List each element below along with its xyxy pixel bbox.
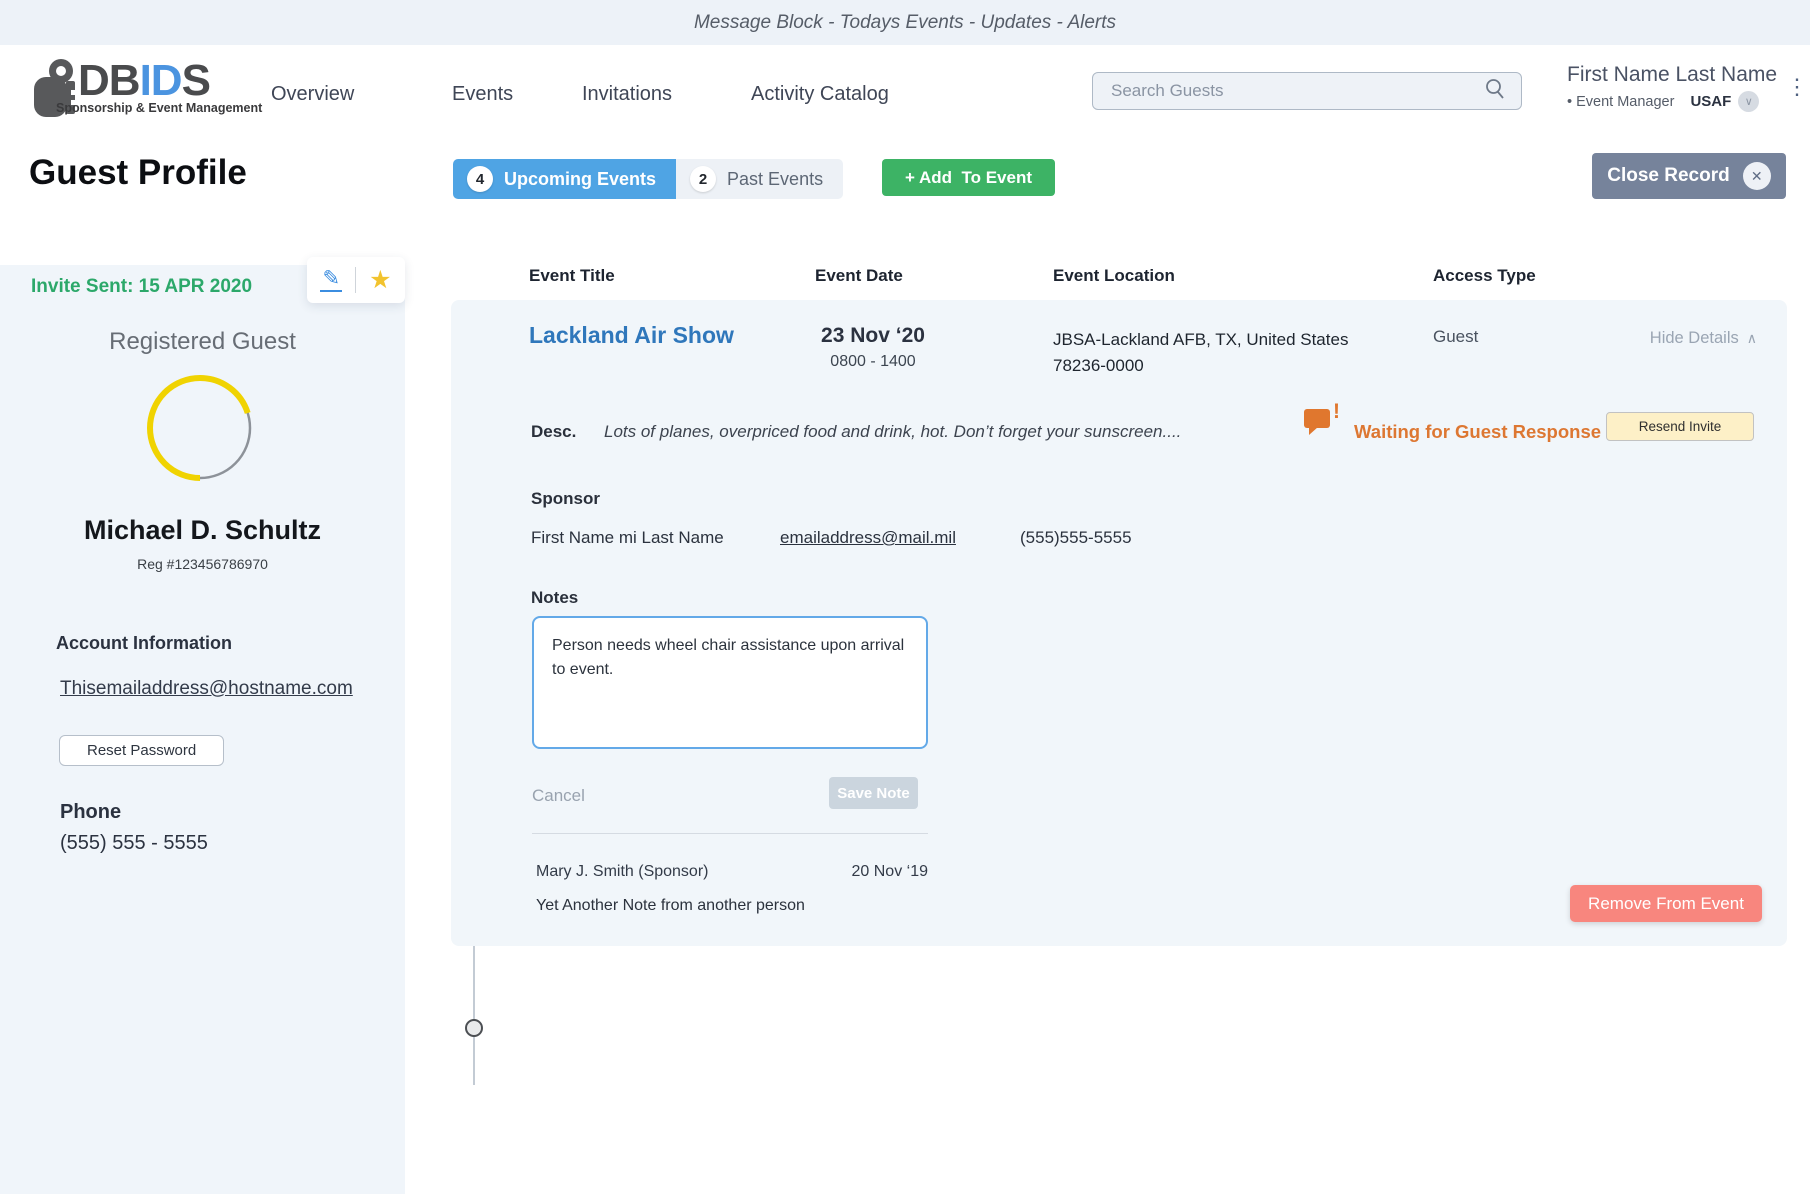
dbids-logo[interactable]: DBIDS Sponsorship & Event Management [30, 56, 263, 124]
close-record-button[interactable]: Close Record ✕ [1592, 153, 1786, 199]
note-textarea[interactable]: Person needs wheel chair assistance upon… [532, 616, 928, 749]
sponsor-section-title: Sponsor [531, 489, 600, 508]
upcoming-count-badge: 4 [467, 166, 493, 192]
kebab-menu-icon[interactable]: ⋮ [1786, 74, 1808, 99]
column-event-location: Event Location [1053, 266, 1175, 285]
guest-actions-card: ✎ ★ [307, 257, 405, 303]
edit-pencil-icon[interactable]: ✎ [320, 267, 343, 293]
sponsor-phone: (555)555-5555 [1020, 528, 1132, 547]
invite-sent-status: Invite Sent: 15 APR 2020 [31, 276, 253, 297]
event-time: 0800 - 1400 [830, 353, 916, 370]
guest-response-status: Waiting for Guest Response [1354, 421, 1602, 442]
tab-upcoming-events[interactable]: 4 Upcoming Events [453, 159, 677, 199]
nav-overview[interactable]: Overview [271, 83, 355, 105]
event-card: Lackland Air Show 23 Nov ‘20 0800 - 1400… [451, 300, 1787, 946]
user-name: First Name Last Name [1567, 63, 1778, 86]
chevron-down-icon: ∨ [1744, 96, 1753, 108]
message-bar: Message Block - Todays Events - Updates … [0, 0, 1810, 45]
column-event-date: Event Date [815, 266, 903, 285]
add-to-event-button[interactable]: + Add To Event [882, 159, 1055, 196]
description-text: Lots of planes, overpriced food and drin… [604, 422, 1182, 441]
note-author: Mary J. Smith (Sponsor) [536, 863, 709, 880]
guest-name: Michael D. Schultz [83, 515, 322, 545]
event-access-type: Guest [1433, 327, 1479, 346]
past-count-badge: 2 [690, 166, 717, 192]
events-tabs: 4 Upcoming Events 2 Past Events [453, 159, 844, 199]
divider [355, 267, 357, 293]
phone-label: Phone [60, 801, 122, 823]
remove-from-event-button[interactable]: Remove From Event [1570, 885, 1762, 922]
logo-tagline: Sponsorship & Event Management [56, 101, 263, 116]
nav-activity-catalog[interactable]: Activity Catalog [751, 83, 889, 105]
note-history-meta: Mary J. Smith (Sponsor) 20 Nov ‘19 [536, 863, 928, 881]
tab-past-events[interactable]: 2 Past Events [676, 159, 844, 199]
nav-events[interactable]: Events [452, 83, 514, 105]
hide-details-toggle[interactable]: Hide Details ∧ [1649, 329, 1757, 347]
note-history-text: Yet Another Note from another person [536, 897, 805, 914]
guest-reg-number: Reg #123456786970 [137, 556, 268, 572]
page-title: Guest Profile [29, 153, 247, 192]
close-icon: ✕ [1742, 162, 1771, 190]
account-info-title: Account Information [56, 633, 232, 653]
sponsor-email-link[interactable]: emailaddress@mail.mil [780, 528, 956, 547]
resend-invite-button[interactable]: Resend Invite [1606, 412, 1754, 441]
search-icon[interactable] [1483, 77, 1507, 106]
account-email-link[interactable]: Thisemailaddress@hostname.com [60, 678, 353, 699]
app-header: DBIDS Sponsorship & Event Management Ove… [0, 45, 1810, 157]
cancel-note-link[interactable]: Cancel [532, 786, 585, 805]
registration-status-label: Registered Guest [109, 328, 296, 355]
divider [532, 833, 928, 834]
exclamation-icon: ! [1333, 400, 1340, 423]
message-bar-text: Message Block - Todays Events - Updates … [693, 11, 1117, 33]
note-date: 20 Nov ‘19 [851, 863, 929, 880]
phone-number: (555) 555 - 5555 [60, 832, 208, 854]
avatar-progress-ring [142, 370, 258, 491]
description-label: Desc. [531, 422, 577, 441]
user-org: USAF [1690, 93, 1732, 110]
chat-bubble-icon: ! [1303, 400, 1340, 441]
column-access-type: Access Type [1433, 266, 1536, 285]
notes-section-title: Notes [531, 588, 579, 607]
event-location: JBSA-Lackland AFB, TX, United States 782… [1053, 330, 1349, 376]
reset-password-button[interactable]: Reset Password [59, 735, 225, 766]
chevron-up-icon: ∧ [1746, 330, 1757, 346]
user-block[interactable]: First Name Last Name • Event Manager USA… [1567, 63, 1777, 112]
key-lock-icon [30, 57, 84, 124]
event-title-link[interactable]: Lackland Air Show [529, 322, 734, 348]
timeline-end-circle [465, 1019, 483, 1037]
column-event-title: Event Title [529, 266, 615, 285]
search-input[interactable] [1111, 81, 1483, 101]
user-role: • Event Manager [1567, 93, 1675, 110]
sponsor-name: First Name mi Last Name [531, 528, 724, 547]
search-guests-box[interactable] [1092, 72, 1522, 110]
guest-sidebar: Invite Sent: 15 APR 2020 ✎ ★ Registered … [0, 257, 405, 1194]
org-chevron-badge[interactable]: ∨ [1738, 91, 1760, 112]
nav-invitations[interactable]: Invitations [582, 83, 673, 105]
event-datetime: 23 Nov ‘20 0800 - 1400 [815, 324, 931, 371]
save-note-button[interactable]: Save Note [829, 777, 918, 809]
favorite-star-icon[interactable]: ★ [369, 265, 392, 294]
logo-wordmark: DBIDS [78, 56, 211, 105]
event-date: 23 Nov ‘20 [821, 324, 925, 347]
